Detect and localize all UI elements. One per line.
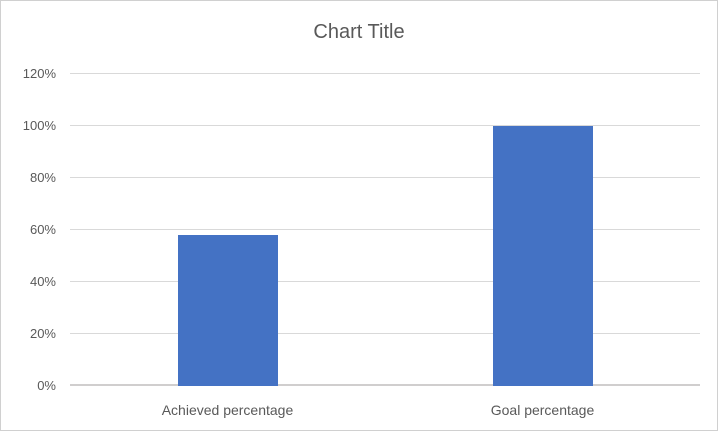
gridline (70, 281, 700, 282)
y-tick-label: 120% (22, 66, 56, 81)
x-tick-label-achieved-percentage: Achieved percentage (161, 402, 294, 418)
gridline (70, 229, 700, 230)
bar-achieved-percentage[interactable] (177, 235, 278, 386)
gridline (70, 73, 700, 74)
x-axis-line (70, 384, 700, 386)
y-tick-label: 60% (29, 222, 56, 237)
chart-title[interactable]: Chart Title (313, 21, 405, 43)
bar-goal-percentage[interactable] (492, 126, 593, 386)
y-tick-label: 100% (22, 118, 56, 133)
y-tick-label: 40% (29, 274, 56, 289)
plot-area (70, 73, 700, 386)
x-tick-label-goal-percentage: Goal percentage (490, 402, 595, 418)
y-tick-label: 80% (29, 170, 56, 185)
gridline (70, 177, 700, 178)
y-tick-label: 20% (29, 326, 56, 341)
gridline (70, 333, 700, 334)
gridline (70, 125, 700, 126)
y-tick-label: 0% (37, 378, 56, 393)
